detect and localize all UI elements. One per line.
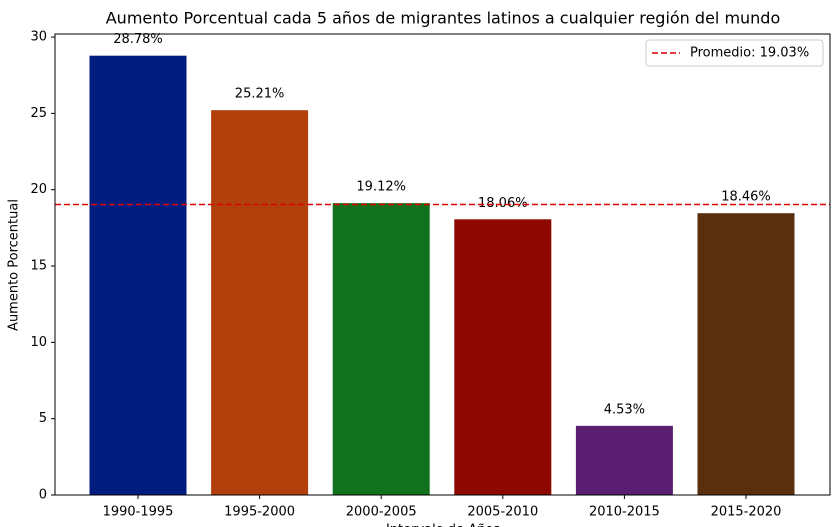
y-tick-label: 5 — [39, 411, 47, 426]
x-axis-label: Intervalo de Años — [386, 523, 500, 527]
chart-title: Aumento Porcentual cada 5 años de migran… — [106, 9, 781, 28]
legend-box — [645, 39, 824, 67]
y-tick-label: 15 — [30, 259, 47, 274]
x-tick-label: 2000-2005 — [346, 505, 417, 520]
bar — [332, 203, 430, 495]
value-label: 28.78% — [113, 32, 163, 47]
y-tick-label: 20 — [30, 182, 47, 197]
bar — [211, 110, 309, 496]
value-label: 19.12% — [356, 180, 406, 195]
x-tick-label: 2005-2010 — [467, 505, 538, 520]
value-label: 18.46% — [721, 190, 771, 205]
x-tick-label: 2015-2020 — [711, 505, 782, 520]
x-tick-label: 2010-2015 — [589, 505, 660, 520]
value-label: 4.53% — [604, 402, 645, 417]
y-tick-label: 10 — [30, 335, 47, 350]
y-tick-label: 0 — [39, 488, 47, 503]
bar — [89, 55, 187, 496]
bar — [575, 425, 673, 495]
y-tick-label: 25 — [30, 106, 47, 121]
value-label: 25.21% — [235, 87, 285, 102]
legend-label: Promedio: 19.03% — [690, 46, 809, 61]
bar — [454, 219, 552, 495]
x-tick-label: 1990-1995 — [103, 505, 174, 520]
y-tick-label: 30 — [30, 30, 47, 45]
plot-frame — [54, 33, 831, 496]
value-label: 18.06% — [478, 196, 528, 211]
y-axis-label: Aumento Porcentual — [7, 199, 22, 331]
x-tick-label: 1995-2000 — [224, 505, 295, 520]
bar — [697, 213, 795, 495]
